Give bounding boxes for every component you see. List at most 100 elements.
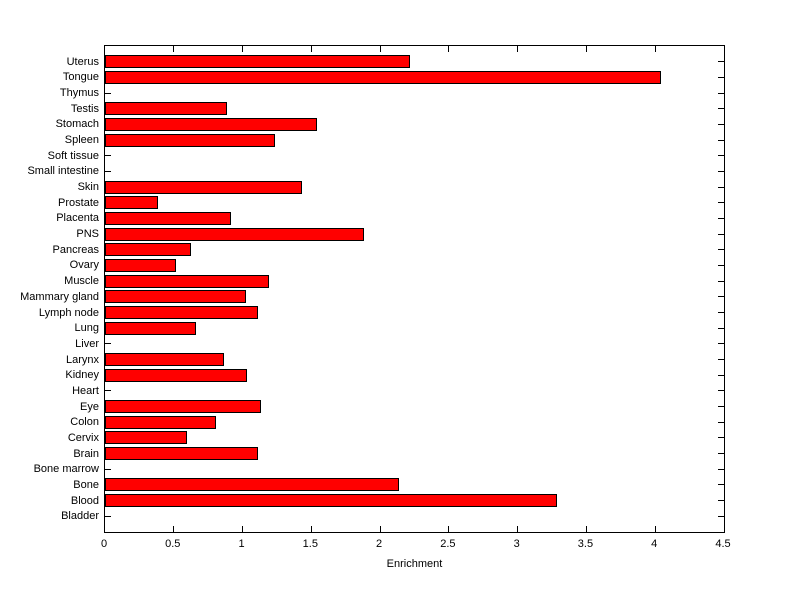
x-tick-bottom [242,526,244,532]
bar-blood [105,494,557,508]
x-axis-label: Enrichment [386,558,443,570]
bar-uterus [105,55,410,69]
bar-ovary [105,258,176,272]
y-tick-left [105,155,111,157]
y-category-label: Colon [70,416,99,429]
bar-pancreas [105,243,191,257]
bar-kidney [105,368,247,382]
y-category-label: Skin [77,181,99,194]
y-category-label: Cervix [67,431,99,444]
x-tick-bottom [173,526,175,532]
y-tick-right [718,437,724,439]
y-tick-left [105,390,111,392]
y-category-label: Blood [70,494,99,507]
y-category-label: Small intestine [27,165,99,178]
x-tick-label: 4 [651,538,658,550]
y-category-label: Liver [75,337,99,350]
y-category-label: PNS [76,228,99,241]
bar-placenta [105,211,231,225]
bar-larynx [105,353,224,367]
y-tick-left [105,468,111,470]
y-category-label: Bladder [61,510,99,523]
y-tick-right [718,233,724,235]
y-tick-right [718,217,724,219]
y-tick-right [718,406,724,408]
y-tick-right [718,170,724,172]
y-tick-right [718,92,724,94]
x-tick-bottom [654,526,656,532]
x-tick-top [585,46,587,52]
y-tick-right [718,343,724,345]
y-tick-right [718,186,724,188]
y-category-label: Spleen [64,134,99,147]
y-tick-right [718,280,724,282]
y-category-label: Bone [73,478,99,491]
x-tick-bottom [448,526,450,532]
y-tick-right [718,249,724,251]
bar-lung [105,321,196,335]
bar-bone [105,478,399,492]
y-category-label: Lung [74,322,99,335]
y-tick-right [718,468,724,470]
y-category-label: Ovary [69,259,99,272]
y-tick-right [718,515,724,517]
bar-brain [105,447,258,461]
y-category-label: Eye [80,400,99,413]
y-category-label: Muscle [64,275,99,288]
y-category-label: Lymph node [38,306,99,319]
x-tick-label: 4.5 [715,538,731,550]
y-tick-left [105,343,111,345]
x-tick-label: 0.5 [165,538,181,550]
y-tick-right [718,123,724,125]
plot-inner [105,46,724,532]
y-tick-right [718,296,724,298]
x-tick-bottom [517,526,519,532]
y-tick-right [718,108,724,110]
y-category-label: Uterus [66,55,99,68]
x-tick-top [517,46,519,52]
x-tick-top [242,46,244,52]
y-category-label: Testis [70,102,99,115]
y-category-label: Tongue [62,71,99,84]
y-tick-right [718,139,724,141]
bar-tongue [105,70,661,84]
bar-colon [105,415,216,429]
x-tick-label: 1.5 [302,538,318,550]
y-tick-right [718,327,724,329]
y-category-label: Larynx [65,353,99,366]
y-tick-right [718,453,724,455]
x-tick-bottom [379,526,381,532]
y-category-label: Placenta [56,212,99,225]
x-tick-label: 1 [238,538,245,550]
y-tick-right [718,312,724,314]
y-tick-right [718,500,724,502]
x-tick-top [654,46,656,52]
y-tick-right [718,374,724,376]
y-tick-right [718,155,724,157]
x-tick-label: 0 [100,538,108,550]
x-tick-label: 3 [513,538,520,550]
bar-stomach [105,117,317,131]
x-tick-label: 3.5 [577,538,594,550]
bar-testis [105,102,227,116]
y-tick-left [105,170,111,172]
x-tick-top [310,46,312,52]
bar-pns [105,227,364,241]
bar-eye [105,400,261,414]
bar-lymph-node [105,306,258,320]
y-category-label: Mammary gland [20,290,99,303]
plot-area [104,45,725,533]
bar-prostate [105,196,158,210]
y-category-label: Bone marrow [33,463,99,476]
y-category-label: Pancreas [52,243,99,256]
y-category-label: Stomach [55,118,99,131]
y-tick-right [718,264,724,266]
x-tick-top [173,46,175,52]
bar-spleen [105,133,275,147]
x-tick-label: 2.5 [440,538,456,550]
bar-skin [105,180,302,194]
y-category-label: Kidney [65,369,99,382]
y-category-label: Heart [72,384,99,397]
y-tick-right [718,61,724,63]
